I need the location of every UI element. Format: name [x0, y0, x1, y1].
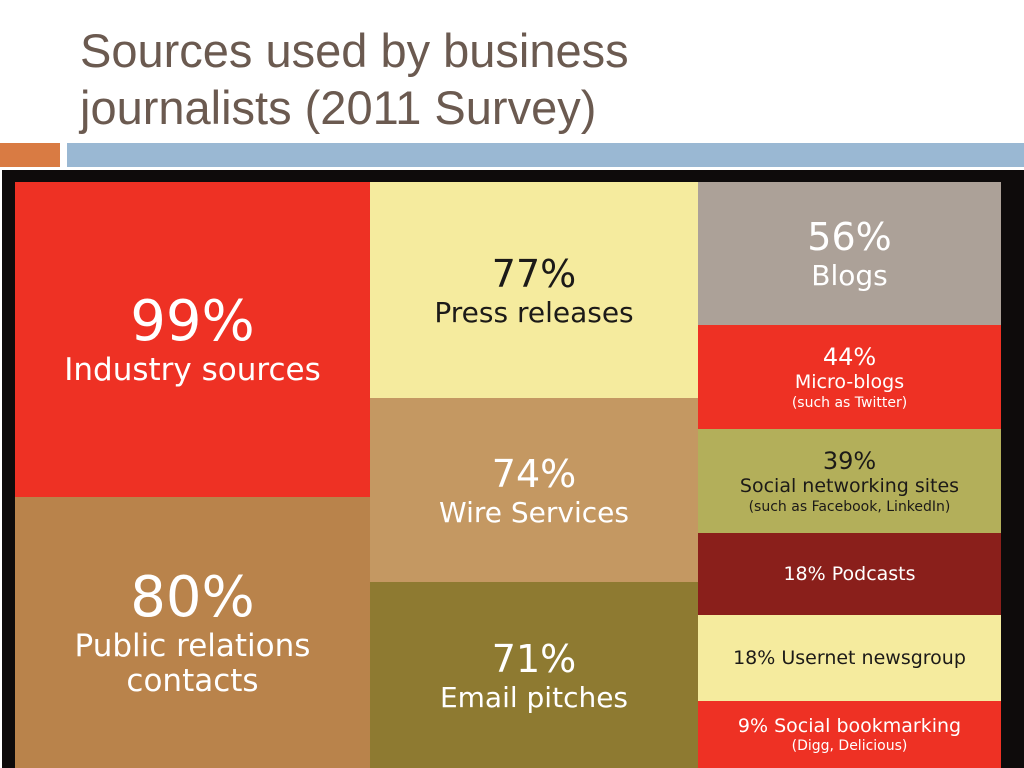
tile-podcasts: 18% Podcasts	[698, 533, 1001, 615]
treemap-chart: 99% Industry sources 80% Public relation…	[2, 170, 1024, 768]
tile-label: Industry sources	[64, 352, 321, 388]
tile-value: 77%	[491, 251, 577, 296]
slide-title: Sources used by business journalists (20…	[80, 22, 980, 136]
tile-public-relations: 80% Public relations contacts	[15, 497, 370, 768]
tile-value: 56%	[807, 215, 892, 259]
title-line-2: journalists (2011 Survey)	[80, 81, 597, 134]
tile-sublabel: (such as Twitter)	[791, 394, 908, 411]
accent-bar-blue	[67, 143, 1024, 167]
tile-label: Email pitches	[439, 680, 629, 714]
tile-value: 99%	[130, 289, 255, 354]
tile-social-bookmarking: 9% Social bookmarking (Digg, Delicious)	[698, 701, 1001, 768]
tile-sublabel: (Digg, Delicious)	[791, 737, 908, 754]
tile-social-networking: 39% Social networking sites (such as Fac…	[698, 429, 1001, 533]
tile-micro-blogs: 44% Micro-blogs (such as Twitter)	[698, 325, 1001, 429]
tile-press-releases: 77% Press releases	[370, 182, 698, 398]
tile-industry-sources: 99% Industry sources	[15, 182, 370, 497]
tile-value: 71%	[491, 636, 577, 681]
tile-label: Wire Services	[439, 495, 629, 529]
tile-label: 18% Usernet newsgroup	[733, 647, 966, 669]
title-line-1: Sources used by business	[80, 24, 629, 77]
tile-sublabel: (such as Facebook, LinkedIn)	[748, 498, 951, 515]
tile-label: contacts	[126, 662, 259, 699]
tile-blogs: 56% Blogs	[698, 182, 1001, 325]
tile-label: Press releases	[434, 295, 634, 329]
tile-value: 80%	[130, 564, 255, 630]
tile-value: 74%	[491, 451, 577, 496]
tile-label: Social networking sites	[739, 474, 960, 497]
tile-wire-services: 74% Wire Services	[370, 398, 698, 582]
tile-label: Micro-blogs	[794, 370, 905, 393]
tile-value: 39%	[822, 446, 877, 475]
accent-bar-orange	[0, 143, 60, 167]
tile-usenet: 18% Usernet newsgroup	[698, 615, 1001, 701]
tile-email-pitches: 71% Email pitches	[370, 582, 698, 768]
tile-label: 18% Podcasts	[783, 563, 916, 585]
tile-label: Public relations	[74, 627, 311, 664]
tile-label: Blogs	[811, 259, 888, 292]
tile-label: 9% Social bookmarking	[737, 714, 962, 737]
tile-value: 44%	[822, 342, 877, 371]
